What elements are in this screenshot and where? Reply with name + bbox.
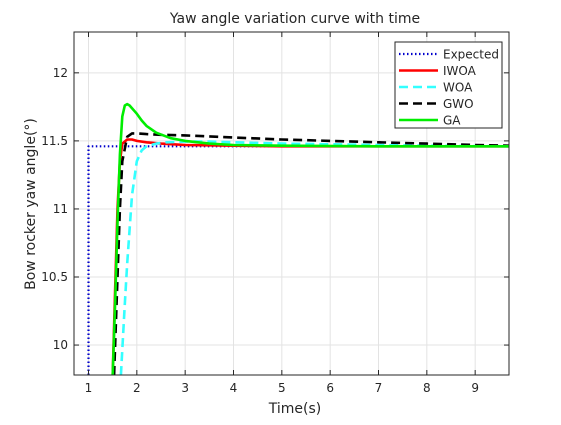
series-line-ga (111, 102, 509, 375)
y-tick-label: 12 (53, 66, 68, 80)
x-tick-label: 6 (326, 381, 334, 395)
y-tick-label: 10 (53, 338, 68, 352)
series-line-woa (119, 140, 509, 375)
x-tick-label: 2 (133, 381, 141, 395)
x-tick-label: 1 (85, 381, 93, 395)
x-tick-label: 9 (471, 381, 479, 395)
y-tick-label: 10.5 (41, 270, 68, 284)
x-tick-label: 7 (375, 381, 383, 395)
x-axis-label: Time(s) (268, 401, 321, 417)
legend-box (394, 41, 503, 129)
x-tick-label: 8 (423, 381, 431, 395)
legend-label-expected: Expected (443, 48, 499, 62)
grid (74, 32, 509, 375)
legend-label-ga: GA (443, 114, 461, 128)
legend-label-iwoa: IWOA (443, 64, 477, 78)
x-tick-label: 4 (230, 381, 238, 395)
y-tick-label: 11 (53, 202, 68, 216)
y-tick-label: 11.5 (41, 134, 68, 148)
series-layer (87, 102, 509, 375)
legend: Expected IWOA WOA GWO GA (394, 41, 503, 129)
y-axis-label: Bow rocker yaw angle(°) (23, 118, 39, 290)
chart-title: Yaw angle variation curve with time (169, 11, 420, 27)
x-tick-label: 3 (181, 381, 189, 395)
legend-label-woa: WOA (443, 81, 473, 95)
legend-label-gwo: GWO (443, 97, 474, 111)
plot-frame (73, 31, 510, 376)
x-tick-label: 5 (278, 381, 286, 395)
series-line-expected (87, 145, 509, 375)
